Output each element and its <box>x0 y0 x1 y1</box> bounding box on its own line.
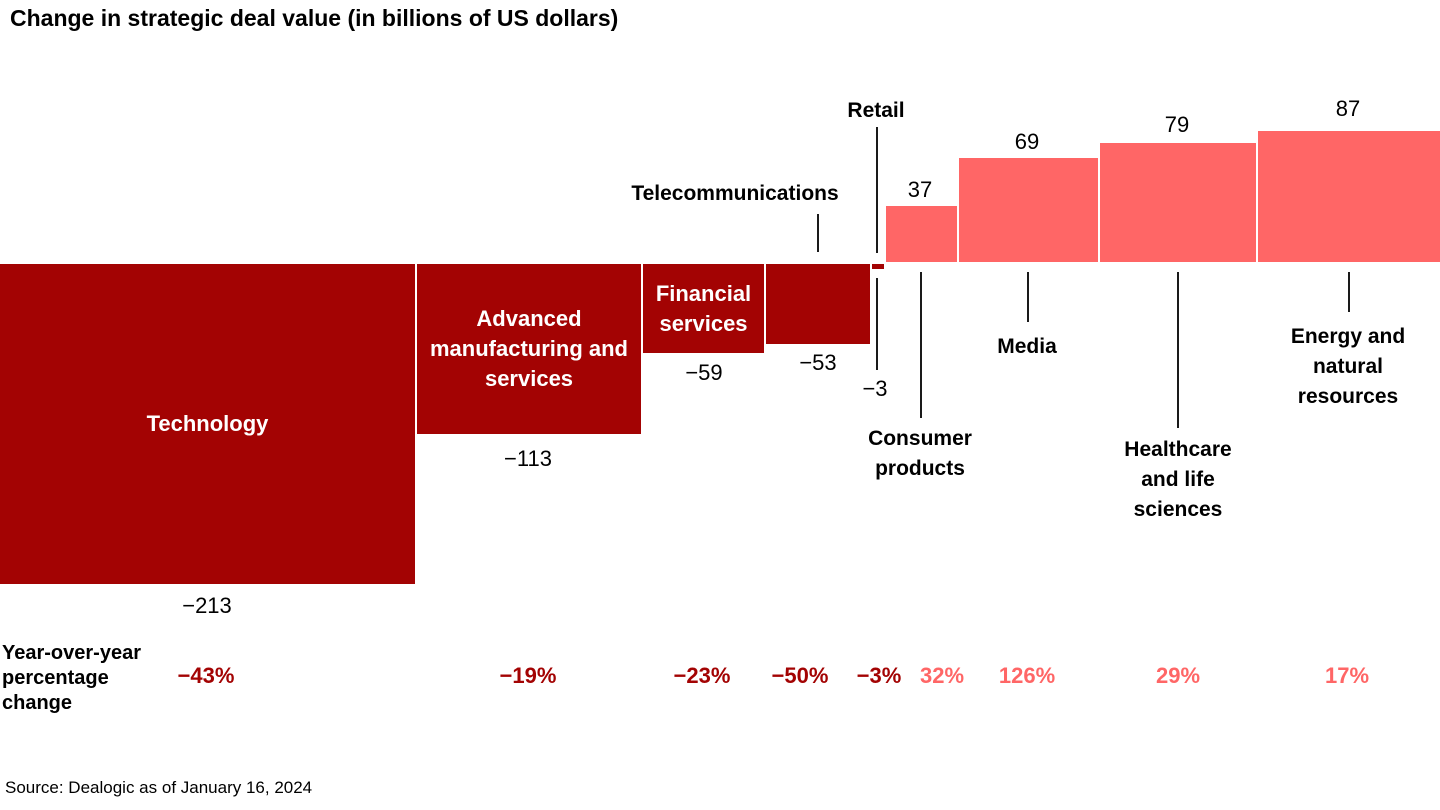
pct-change-retail: −3% <box>856 663 902 688</box>
category-label-technology: Technology <box>146 411 269 436</box>
bar-advanced-manufacturing-and-services: Advanced manufacturing and services <box>417 264 641 434</box>
bar-healthcare-and-life-sciences <box>1100 143 1256 262</box>
pct-change-media: 126% <box>998 663 1056 688</box>
yoy-axis-label: Year-over-year percentage change <box>2 642 141 714</box>
value-label-energy-and-natural-resources: 87 <box>1335 96 1361 121</box>
bar-energy-and-natural-resources <box>1258 131 1440 262</box>
leader-line-retail-2 <box>876 278 878 370</box>
leader-line-healthcare-and-life-sciences <box>1177 272 1179 428</box>
pct-change-financial-services: −23% <box>673 663 731 688</box>
bar-telecommunications <box>766 264 870 344</box>
category-label-financial-services: Financial services <box>655 280 752 336</box>
leader-line-consumer-products <box>920 272 922 418</box>
pct-change-technology: −43% <box>177 663 235 688</box>
leader-line-telecommunications <box>817 214 819 252</box>
value-label-advanced-manufacturing-and-services: −113 <box>504 446 552 471</box>
value-label-retail: −3 <box>862 376 888 401</box>
pct-change-advanced-manufacturing-and-services: −19% <box>499 663 557 688</box>
category-label-energy-and-natural-resources: Energy and natural resources <box>1290 325 1406 408</box>
category-label-media: Media <box>997 335 1057 358</box>
leader-line-media <box>1027 272 1029 322</box>
category-label-healthcare-and-life-sciences: Healthcare and life sciences <box>1124 438 1232 521</box>
leader-line-energy-and-natural-resources <box>1348 272 1350 312</box>
value-label-media: 69 <box>1014 129 1040 154</box>
source-note: Source: Dealogic as of January 16, 2024 <box>5 778 313 797</box>
value-label-financial-services: −59 <box>685 360 723 385</box>
category-label-retail: Retail <box>847 99 905 122</box>
pct-change-telecommunications: −50% <box>771 663 829 688</box>
value-label-consumer-products: 37 <box>907 177 933 202</box>
bar-financial-services: Financial services <box>643 264 764 353</box>
category-label-telecommunications: Telecommunications <box>631 182 839 205</box>
value-label-technology: −213 <box>182 593 232 618</box>
value-label-telecommunications: −53 <box>799 350 837 375</box>
bar-technology: Technology <box>0 264 415 584</box>
pct-change-consumer-products: 32% <box>919 663 965 688</box>
pct-change-energy-and-natural-resources: 17% <box>1324 663 1370 688</box>
bar-consumer-products <box>886 206 957 262</box>
leader-line-retail <box>876 127 878 253</box>
category-label-advanced-manufacturing-and-services: Advanced manufacturing and services <box>429 306 628 391</box>
bar-media <box>959 158 1098 262</box>
pct-change-healthcare-and-life-sciences: 29% <box>1155 663 1201 688</box>
category-label-consumer-products: Consumer products <box>868 427 972 480</box>
chart-title: Change in strategic deal value (in billi… <box>10 5 619 31</box>
value-label-healthcare-and-life-sciences: 79 <box>1164 112 1190 137</box>
bar-retail <box>872 264 884 269</box>
